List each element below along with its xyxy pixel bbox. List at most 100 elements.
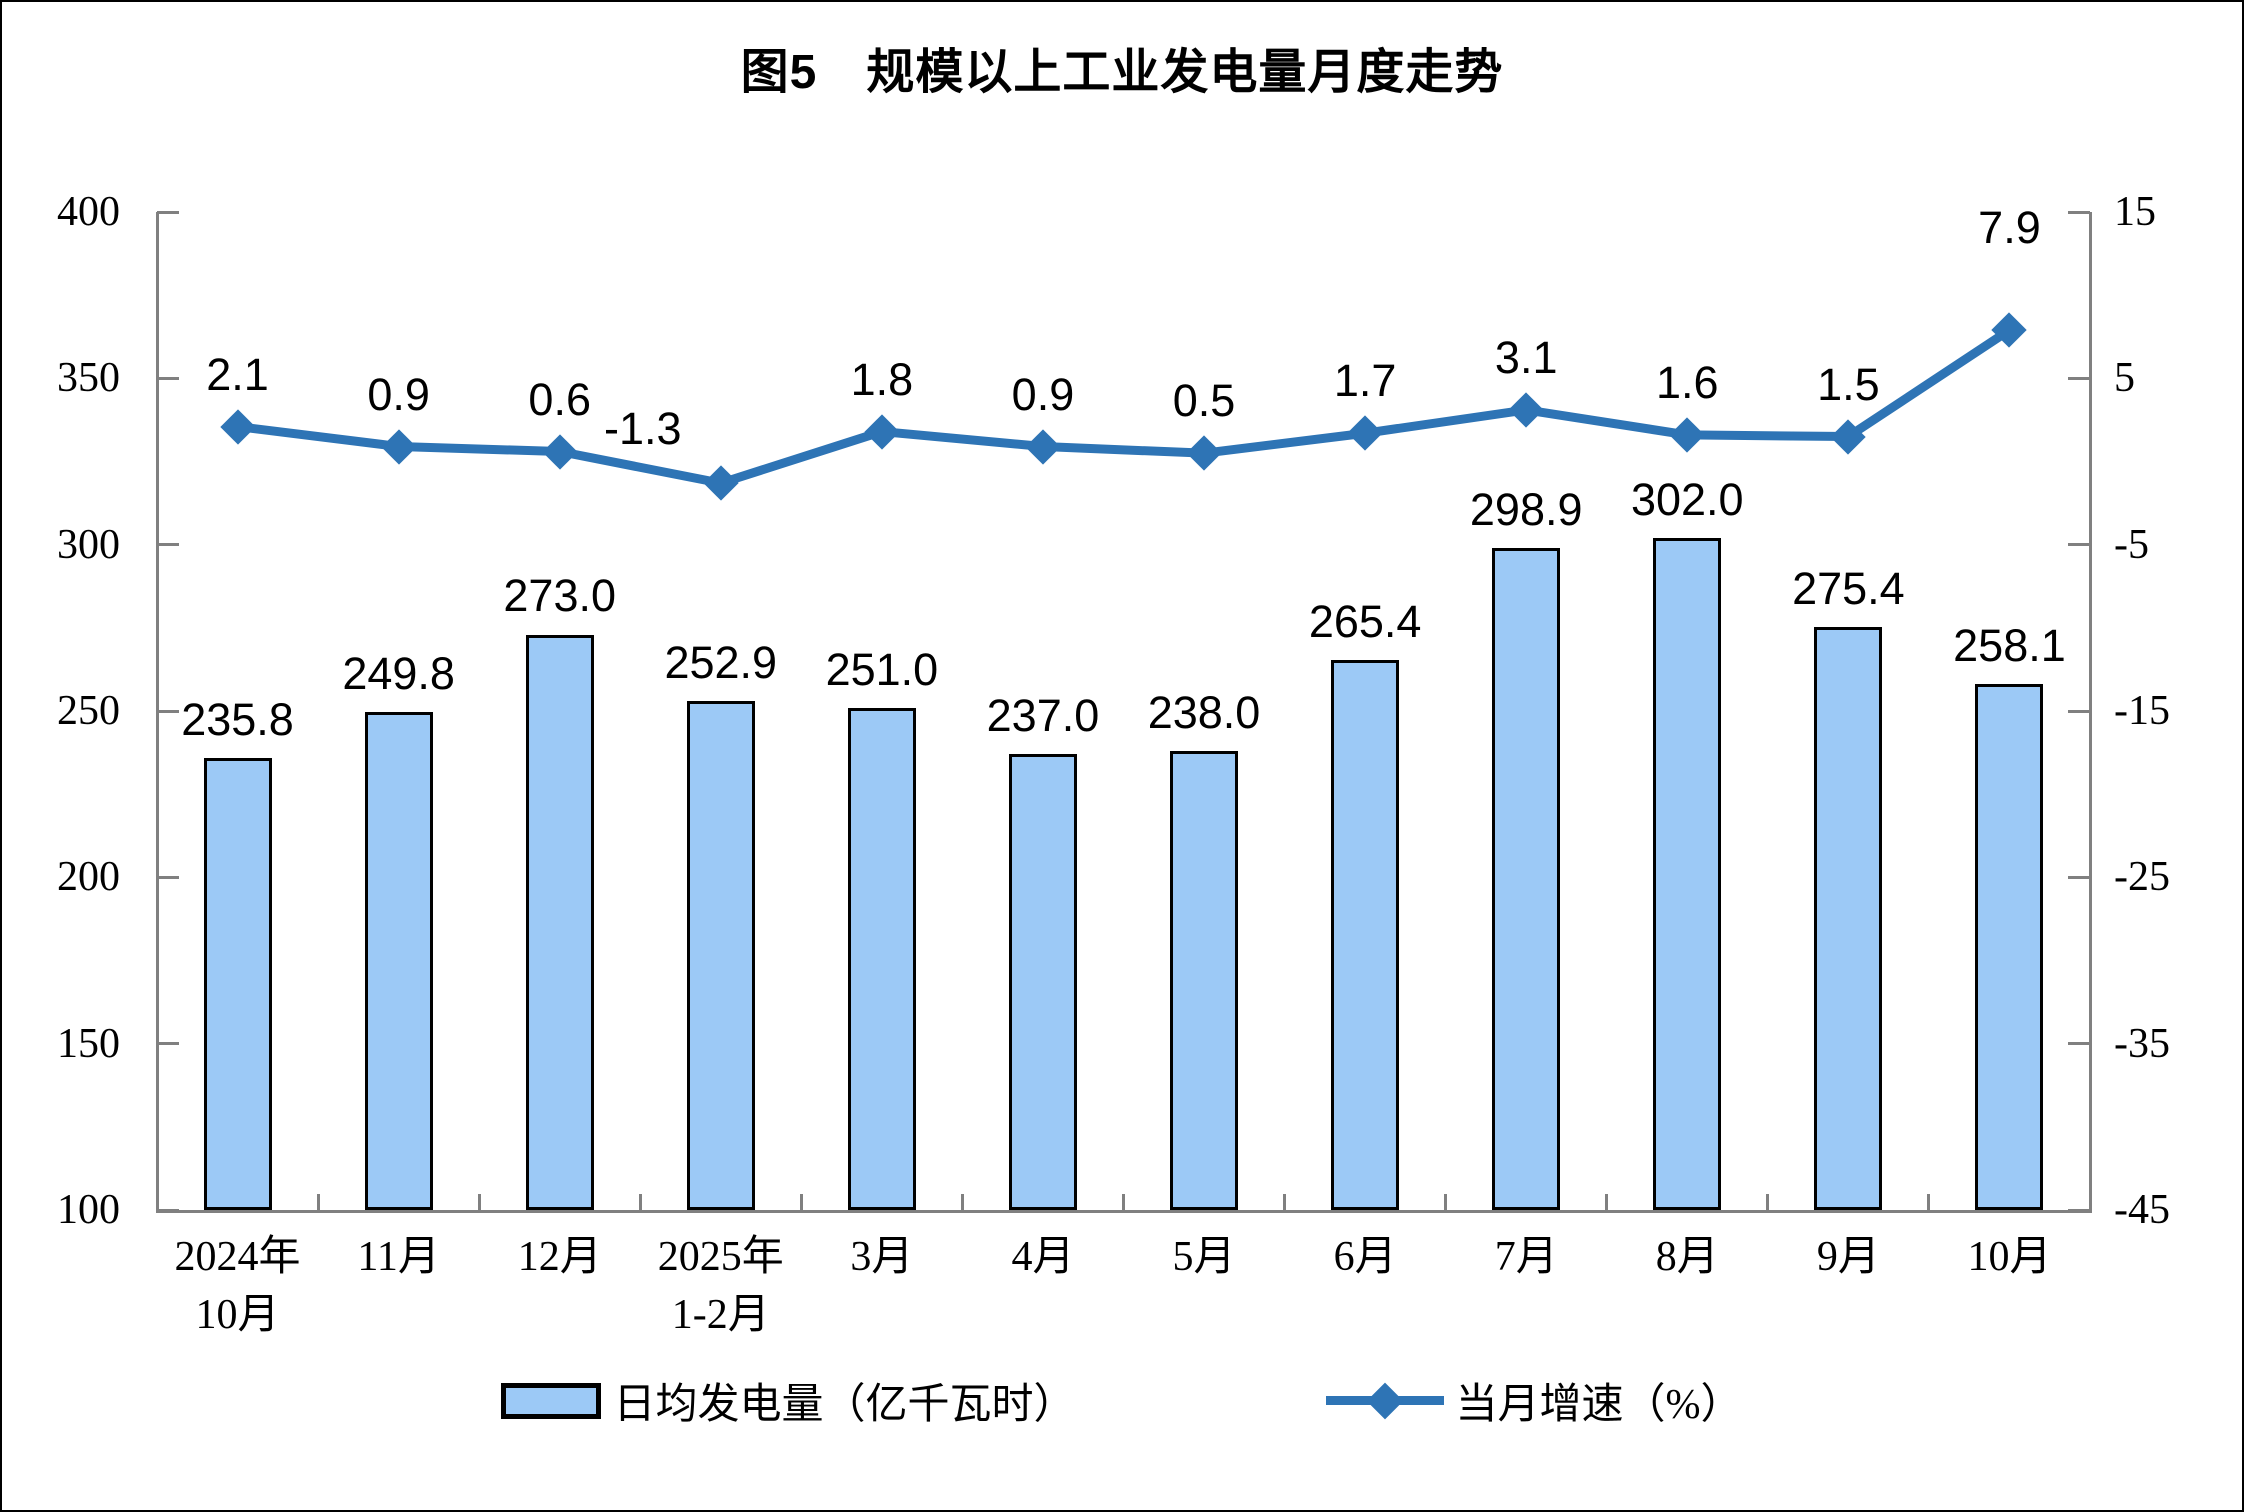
x-axis-label: 2024年 10月 bbox=[174, 1234, 301, 1338]
x-axis-tick-mark bbox=[960, 1194, 964, 1210]
bar bbox=[1975, 684, 2044, 1210]
y-axis-right-line bbox=[2089, 212, 2092, 1213]
y-axis-right-tick-mark bbox=[2068, 210, 2090, 214]
x-axis-label: 11月 bbox=[357, 1234, 440, 1280]
y-axis-right-tick-label: -25 bbox=[2114, 854, 2170, 901]
bar-series-swatch-icon bbox=[501, 1382, 602, 1419]
line-value-label: 7.9 bbox=[1978, 202, 2041, 254]
bar-value-label: 249.8 bbox=[342, 647, 455, 699]
legend-label-bar-series: 日均发电量（亿千瓦时） bbox=[613, 1382, 1076, 1428]
line-value-label: -1.3 bbox=[604, 403, 682, 455]
bar bbox=[1814, 626, 1883, 1210]
x-axis-tick-mark bbox=[1122, 1194, 1125, 1210]
y-axis-left-tick-label: 400 bbox=[57, 189, 120, 235]
y-axis-right-tick-mark bbox=[2068, 709, 2090, 713]
x-axis-tick-mark bbox=[477, 1194, 481, 1210]
x-axis-label: 10月 bbox=[1967, 1234, 2052, 1280]
bar bbox=[1653, 538, 1722, 1210]
y-axis-left-tick-label: 350 bbox=[57, 355, 120, 402]
legend-label-line-series: 当月增速（%） bbox=[1455, 1382, 1743, 1428]
y-axis-left-tick-label: 250 bbox=[57, 688, 120, 734]
bar bbox=[1331, 659, 1400, 1210]
bar-value-label: 275.4 bbox=[1792, 562, 1905, 614]
legend-item-line-series: 当月增速（%） bbox=[1325, 1370, 1743, 1431]
y-axis-left-tick-mark bbox=[157, 210, 179, 214]
line-value-label: 0.9 bbox=[367, 368, 430, 420]
bar bbox=[686, 701, 755, 1210]
x-axis-label: 4月 bbox=[1011, 1234, 1075, 1280]
bar bbox=[1008, 754, 1077, 1210]
chart-title: 图5 规模以上工业发电量月度走势 bbox=[740, 46, 1504, 99]
growth-line bbox=[236, 326, 2012, 488]
y-axis-right-tick-label: -5 bbox=[2114, 521, 2149, 568]
diamond-marker-icon bbox=[1366, 1382, 1403, 1419]
x-axis-label: 8月 bbox=[1655, 1234, 1719, 1280]
y-axis-right-tick-label: 15 bbox=[2114, 189, 2156, 235]
x-axis-label: 5月 bbox=[1172, 1234, 1236, 1280]
bar bbox=[525, 634, 594, 1210]
y-axis-right-tick-label: -15 bbox=[2114, 688, 2170, 734]
y-axis-left-tick-mark bbox=[157, 709, 179, 713]
bar-value-label: 251.0 bbox=[825, 643, 939, 695]
x-axis-line bbox=[156, 1210, 2092, 1213]
line-value-label: 2.1 bbox=[206, 348, 269, 400]
x-axis-label: 12月 bbox=[517, 1234, 602, 1280]
x-axis-tick-mark bbox=[1927, 1194, 1931, 1210]
x-axis-tick-mark bbox=[638, 1194, 642, 1210]
y-axis-right-tick-mark bbox=[2068, 1208, 2090, 1212]
line-value-label: 3.1 bbox=[1494, 331, 1558, 383]
x-axis-label: 7月 bbox=[1494, 1234, 1558, 1280]
line-value-label: 1.8 bbox=[850, 353, 914, 405]
bar bbox=[203, 758, 272, 1210]
bar-value-label: 273.0 bbox=[503, 570, 617, 622]
bar bbox=[847, 707, 916, 1210]
y-axis-right-tick-label: -45 bbox=[2114, 1187, 2170, 1233]
y-axis-right-tick-mark bbox=[2068, 1042, 2090, 1046]
y-axis-left-tick-label: 300 bbox=[57, 521, 120, 568]
bar-value-label: 298.9 bbox=[1469, 484, 1583, 536]
line-value-label: 0.6 bbox=[528, 373, 591, 425]
line-value-label: 1.7 bbox=[1333, 355, 1397, 407]
y-axis-left-tick-label: 100 bbox=[57, 1187, 120, 1233]
y-axis-left-tick-mark bbox=[157, 875, 179, 879]
x-axis-label: 6月 bbox=[1333, 1234, 1397, 1280]
bar-value-label: 258.1 bbox=[1953, 620, 2066, 672]
y-axis-left-tick-mark bbox=[157, 376, 179, 380]
x-axis-label: 2025年 1-2月 bbox=[657, 1234, 784, 1338]
line-value-label: 0.9 bbox=[1011, 368, 1075, 420]
bar bbox=[364, 711, 433, 1210]
y-axis-right-tick-mark bbox=[2068, 875, 2090, 879]
y-axis-right-tick-label: 5 bbox=[2114, 355, 2135, 402]
line-value-label: 0.5 bbox=[1172, 375, 1236, 427]
bar bbox=[1492, 548, 1561, 1210]
bar-value-label: 265.4 bbox=[1308, 595, 1422, 647]
growth-line-path bbox=[236, 326, 2012, 488]
x-axis-tick-mark bbox=[316, 1194, 320, 1210]
legend-item-bar-series: 日均发电量（亿千瓦时） bbox=[501, 1370, 1076, 1431]
line-value-label: 1.6 bbox=[1656, 356, 1719, 408]
line-value-label: 1.5 bbox=[1817, 358, 1880, 410]
bar-value-label: 252.9 bbox=[664, 637, 778, 689]
y-axis-left-tick-mark bbox=[157, 1208, 179, 1212]
x-axis-label: 9月 bbox=[1816, 1234, 1880, 1280]
bar-value-label: 237.0 bbox=[986, 690, 1100, 742]
x-axis-label: 3月 bbox=[850, 1234, 914, 1280]
bar-value-label: 238.0 bbox=[1147, 686, 1261, 738]
y-axis-left-tick-label: 200 bbox=[57, 854, 120, 901]
y-axis-left-tick-mark bbox=[157, 543, 179, 547]
y-axis-right-tick-mark bbox=[2068, 543, 2090, 547]
y-axis-right-tick-mark bbox=[2068, 376, 2090, 380]
x-axis-tick-mark bbox=[799, 1194, 803, 1210]
y-axis-left-line bbox=[156, 212, 159, 1213]
y-axis-left-tick-label: 150 bbox=[57, 1020, 120, 1067]
bar-value-label: 302.0 bbox=[1630, 474, 1744, 525]
plot-area: 235.8 249.8 273.0 252.9 251.0 237.0 238.0 265.4… bbox=[157, 204, 2090, 1210]
y-axis-right-tick-label: -35 bbox=[2114, 1020, 2170, 1067]
bar bbox=[1170, 750, 1239, 1210]
x-axis-tick-mark bbox=[1766, 1194, 1770, 1210]
line-series-swatch-icon bbox=[1325, 1382, 1444, 1419]
bar-value-label: 235.8 bbox=[181, 694, 294, 746]
x-axis-tick-mark bbox=[1605, 1194, 1609, 1210]
legend: 日均发电量（亿千瓦时） 当月增速（%） bbox=[2, 1370, 2242, 1431]
